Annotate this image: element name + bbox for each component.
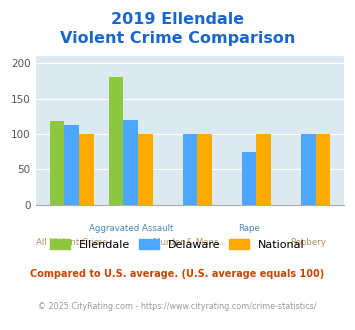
Bar <box>50 121 64 205</box>
Bar <box>182 134 197 205</box>
Text: All Violent Crime: All Violent Crime <box>36 238 108 247</box>
Text: Rape: Rape <box>238 224 260 233</box>
Text: 2019 Ellendale: 2019 Ellendale <box>111 12 244 26</box>
Text: Murder & Mans...: Murder & Mans... <box>153 238 227 247</box>
Text: Compared to U.S. average. (U.S. average equals 100): Compared to U.S. average. (U.S. average … <box>31 269 324 279</box>
Bar <box>301 134 316 205</box>
Bar <box>242 151 256 205</box>
Bar <box>197 134 212 205</box>
Bar <box>124 120 138 205</box>
Text: Violent Crime Comparison: Violent Crime Comparison <box>60 31 295 46</box>
Bar <box>64 125 79 205</box>
Bar <box>138 134 153 205</box>
Text: © 2025 CityRating.com - https://www.cityrating.com/crime-statistics/: © 2025 CityRating.com - https://www.city… <box>38 302 317 311</box>
Bar <box>316 134 330 205</box>
Text: Aggravated Assault: Aggravated Assault <box>89 224 173 233</box>
Legend: Ellendale, Delaware, National: Ellendale, Delaware, National <box>45 235 310 254</box>
Bar <box>79 134 94 205</box>
Text: Robbery: Robbery <box>290 238 326 247</box>
Bar <box>256 134 271 205</box>
Bar <box>109 77 124 205</box>
